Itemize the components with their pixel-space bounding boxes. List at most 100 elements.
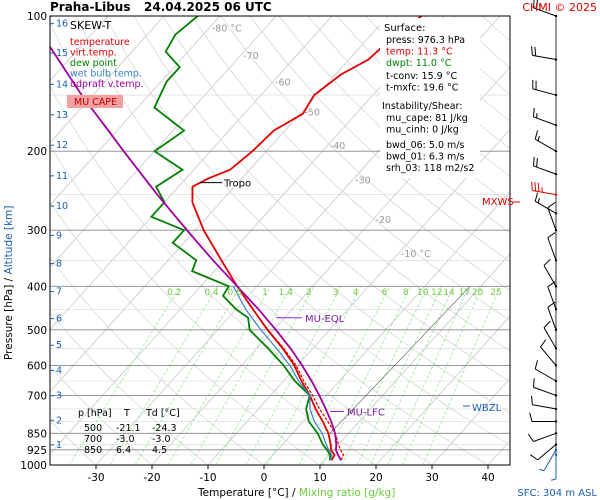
mu-eql-label: MU-EQL [305, 314, 345, 325]
temperature-tick-label: 30 [425, 472, 438, 484]
mu-cape-label: MU CAPE [74, 97, 117, 108]
wind-barb-flag [534, 182, 537, 192]
wind-barb-flag [532, 378, 535, 388]
chart-axes: -80 °C -70 -60 -50 -40 -30 -20 -10 °C 0.2 0.4 0.6 1… [3, 11, 502, 499]
wind-barb-flag [547, 202, 556, 209]
surface-line: press: 976.3 hPa [386, 35, 465, 46]
wind-barb-flag [537, 135, 540, 141]
chart-title-datetime: 24.04.2025 06 UTC [144, 0, 272, 14]
isotherm-line [151, 66, 510, 465]
tropopause-label: Tropo [223, 179, 251, 190]
surface-title: Surface: [384, 23, 425, 34]
table-cell: 4.5 [152, 445, 167, 456]
surface-line: dwpt: 11.0 °C [386, 58, 452, 69]
table-header: T [123, 408, 130, 419]
mixing-ratio-line [402, 286, 483, 465]
chart-kind: SKEW-T [70, 19, 112, 32]
wind-barb-base [554, 285, 558, 288]
isotherm-label: -70 [243, 51, 259, 62]
wind-barb-flag [551, 478, 557, 481]
wind-barb [537, 444, 557, 461]
altitude-tick-label: 14 [56, 79, 68, 90]
wind-barb-flag [534, 360, 539, 370]
isotherm-label: -30 [355, 175, 371, 186]
mixing-ratio-label: 17 [459, 288, 470, 298]
wind-barb-base [554, 93, 558, 97]
wind-barb-flag [540, 339, 547, 348]
wind-barb-flag [531, 46, 533, 56]
wind-barb-base [554, 259, 558, 262]
isotherm-label: -10 °C [401, 249, 431, 260]
wind-barb [533, 432, 557, 442]
plot-frame [49, 15, 511, 466]
isotherm-line [50, 16, 221, 206]
mixing-ratio-label: 0.6 [227, 288, 242, 298]
wind-barb-flag [534, 130, 539, 140]
wind-barb-base [554, 14, 558, 18]
mixing-ratio-label: 1.4 [279, 288, 294, 298]
wind-barb-base [554, 328, 558, 332]
legend-item: virt.temp. [70, 48, 117, 59]
wind-barb-base [554, 308, 558, 311]
dry-adiabat [133, 16, 510, 382]
mixing-ratio-label: 3 [333, 288, 339, 298]
wind-barb [534, 138, 557, 152]
altitude-tick-label: 16 [56, 19, 68, 30]
instability-line: bwd_06: 5.0 m/s [386, 140, 464, 151]
isotherm-label: -60 [275, 78, 291, 89]
wind-barb [547, 237, 557, 261]
mixing-ratio-line [134, 286, 241, 465]
wind-barb-flag [534, 46, 537, 56]
table-cell: 500 [84, 423, 102, 434]
wind-barb-base [554, 58, 558, 61]
y-axis-title: Pressure [hPa] / Altitude [km] [3, 206, 15, 360]
x-axis-title: Temperature [°C] / Mixing ratio [g/kg] [197, 487, 395, 499]
wind-barb-base [554, 229, 558, 232]
wind-barb-base [554, 448, 558, 451]
wind-barb-base [554, 123, 558, 127]
chart-markers: Tropo MU-EQL MU-LFC MXWS WBZL [200, 179, 520, 418]
wind-barb-flag [532, 0, 535, 8]
wind-barb-base [554, 394, 558, 397]
mixing-ratio-line [190, 286, 292, 465]
wind-barb [533, 386, 557, 396]
altitude-tick-label: 9 [56, 230, 62, 241]
wind-barb [532, 88, 557, 96]
isotherm-line [50, 16, 277, 268]
wind-barb-flag [532, 107, 535, 117]
altitude-tick-label: 4 [56, 366, 62, 377]
altitude-tick-label: 6 [56, 314, 62, 325]
pressure-tick-label: 850 [27, 428, 47, 440]
temperature-tick-label: 40 [481, 472, 494, 484]
wind-barb-flag [532, 156, 535, 166]
altitude-tick-label: 10 [56, 201, 68, 212]
mixing-ratio-label: 14 [443, 288, 455, 298]
isotherm-line [263, 191, 510, 465]
mixing-ratio-label: 2 [306, 288, 312, 298]
pressure-tick-label: 500 [27, 325, 47, 337]
isotherm-line [50, 16, 445, 455]
surface-line: temp: 11.3 °C [386, 47, 453, 58]
surface-extra-line: t-conv: 15.9 °C [386, 71, 457, 82]
wind-barb-flag [529, 454, 538, 461]
wind-barb-flag [547, 232, 556, 239]
pressure-tick-label: 925 [27, 445, 47, 457]
series-dew-point [149, 16, 332, 461]
mu-lfc-label: MU-LFC [347, 407, 385, 418]
wind-barb [533, 116, 557, 126]
mixing-ratio-label: 25 [490, 288, 501, 298]
altitude-tick-label: 8 [56, 259, 62, 270]
reference-line [329, 286, 471, 434]
wind-barb-base [554, 212, 558, 215]
table-cell: 6.4 [116, 445, 131, 456]
wind-barb-flag [543, 320, 551, 328]
dry-adiabat [104, 16, 510, 414]
mixing-ratio-line [267, 286, 362, 465]
pressure-tick-label: 200 [27, 146, 47, 158]
instability-line: mu_cape: 81 J/kg [386, 113, 468, 124]
wind-barb [533, 165, 557, 175]
temperature-tick-label: -10 [199, 472, 216, 484]
wind-barb [547, 286, 557, 310]
altitude-tick-label: 15 [56, 48, 68, 59]
